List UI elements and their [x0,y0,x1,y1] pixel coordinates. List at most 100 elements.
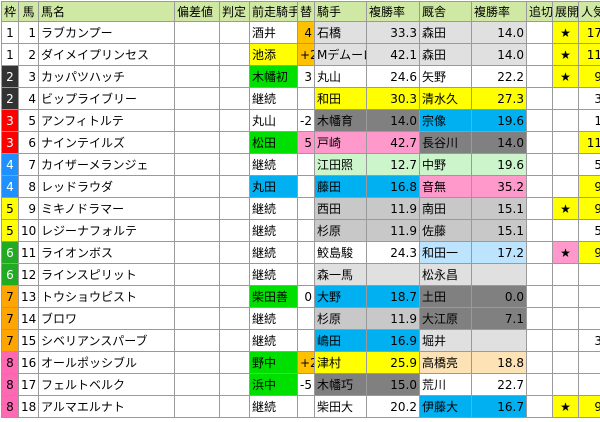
workout-cell[interactable] [527,396,553,418]
stable-cell[interactable]: 大江原 [420,308,472,330]
jockey-cell[interactable]: 西田 [315,198,367,220]
stable-rate-cell[interactable]: 22.2 [472,66,527,88]
prev-jockey-cell[interactable]: 柴田善 [250,286,298,308]
change-cell[interactable]: +2 [298,44,315,66]
waku-cell[interactable]: 8 [2,352,19,374]
popularity-cell[interactable] [579,286,600,308]
prev-jockey-cell[interactable]: 継続 [250,88,298,110]
judgement-cell[interactable] [220,308,250,330]
waku-cell[interactable]: 3 [2,110,19,132]
change-cell[interactable] [298,264,315,286]
deviation-cell[interactable] [175,66,220,88]
horse-name-cell[interactable]: レジーナフォルテ [39,220,175,242]
jockey-rate-cell[interactable]: 20.2 [367,396,420,418]
pace-cell[interactable] [553,154,579,176]
jockey-rate-cell[interactable]: 24.3 [367,242,420,264]
pace-cell[interactable]: ★ [553,66,579,88]
change-cell[interactable]: 5 [298,132,315,154]
jockey-cell[interactable]: 石橋 [315,22,367,44]
stable-cell[interactable]: 清水久 [420,88,472,110]
deviation-cell[interactable] [175,396,220,418]
horse-name-cell[interactable]: ミキノドラマー [39,198,175,220]
stable-cell[interactable]: 宗像 [420,110,472,132]
workout-cell[interactable] [527,374,553,396]
waku-cell[interactable]: 7 [2,330,19,352]
waku-cell[interactable]: 4 [2,176,19,198]
header-umaban[interactable]: 馬 [19,2,39,22]
stable-rate-cell[interactable]: 17.2 [472,242,527,264]
prev-jockey-cell[interactable]: 継続 [250,154,298,176]
jockey-cell[interactable]: 大野 [315,286,367,308]
horse-name-cell[interactable]: トウショウピスト [39,286,175,308]
jockey-cell[interactable]: 杉原 [315,220,367,242]
horse-name-cell[interactable]: ビップライブリー [39,88,175,110]
stable-cell[interactable]: 伊藤大 [420,396,472,418]
stable-rate-cell[interactable] [472,330,527,352]
horse-name-cell[interactable]: レッドラウダ [39,176,175,198]
stable-rate-cell[interactable]: 22.7 [472,374,527,396]
jockey-cell[interactable]: Mデムーロ [315,44,367,66]
jockey-rate-cell[interactable]: 24.6 [367,66,420,88]
jockey-cell[interactable]: 江田照 [315,154,367,176]
workout-cell[interactable] [527,352,553,374]
deviation-cell[interactable] [175,374,220,396]
workout-cell[interactable] [527,220,553,242]
change-cell[interactable] [298,88,315,110]
horse-name-cell[interactable]: フェルトベルク [39,374,175,396]
deviation-cell[interactable] [175,44,220,66]
pace-cell[interactable] [553,286,579,308]
horse-name-cell[interactable]: シベリアンスパーブ [39,330,175,352]
popularity-cell[interactable]: 9 [579,66,600,88]
deviation-cell[interactable] [175,308,220,330]
deviation-cell[interactable] [175,352,220,374]
prev-jockey-cell[interactable]: 継続 [250,242,298,264]
jockey-rate-cell[interactable]: 42.7 [367,132,420,154]
change-cell[interactable]: -2 [298,110,315,132]
jockey-rate-cell[interactable]: 30.3 [367,88,420,110]
stable-rate-cell[interactable]: 19.6 [472,110,527,132]
judgement-cell[interactable] [220,286,250,308]
header-stable[interactable]: 厩舎 [420,2,472,22]
workout-cell[interactable] [527,154,553,176]
judgement-cell[interactable] [220,220,250,242]
deviation-cell[interactable] [175,176,220,198]
umaban-cell[interactable]: 3 [19,66,39,88]
popularity-cell[interactable]: 9 [579,198,600,220]
header-jockey[interactable]: 騎手 [315,2,367,22]
workout-cell[interactable] [527,308,553,330]
jockey-rate-cell[interactable]: 16.9 [367,330,420,352]
stable-cell[interactable]: 中野 [420,154,472,176]
umaban-cell[interactable]: 6 [19,132,39,154]
stable-rate-cell[interactable]: 18.8 [472,352,527,374]
change-cell[interactable] [298,176,315,198]
prev-jockey-cell[interactable]: 松田 [250,132,298,154]
umaban-cell[interactable]: 4 [19,88,39,110]
change-cell[interactable] [298,220,315,242]
change-cell[interactable] [298,396,315,418]
stable-cell[interactable]: 松永昌 [420,264,472,286]
change-cell[interactable] [298,242,315,264]
waku-cell[interactable]: 3 [2,132,19,154]
stable-rate-cell[interactable]: 16.7 [472,396,527,418]
jockey-rate-cell[interactable]: 18.7 [367,286,420,308]
horse-name-cell[interactable]: ブロワ [39,308,175,330]
stable-rate-cell[interactable]: 0.0 [472,286,527,308]
horse-name-cell[interactable]: ラブカンプー [39,22,175,44]
horse-name-cell[interactable]: ラインスピリット [39,264,175,286]
workout-cell[interactable] [527,264,553,286]
waku-cell[interactable]: 1 [2,44,19,66]
jockey-rate-cell[interactable]: 15.0 [367,374,420,396]
prev-jockey-cell[interactable]: 継続 [250,308,298,330]
popularity-cell[interactable]: 5 [579,220,600,242]
jockey-cell[interactable]: 藤田 [315,176,367,198]
popularity-cell[interactable]: 17 [579,22,600,44]
stable-cell[interactable]: 堀井 [420,330,472,352]
